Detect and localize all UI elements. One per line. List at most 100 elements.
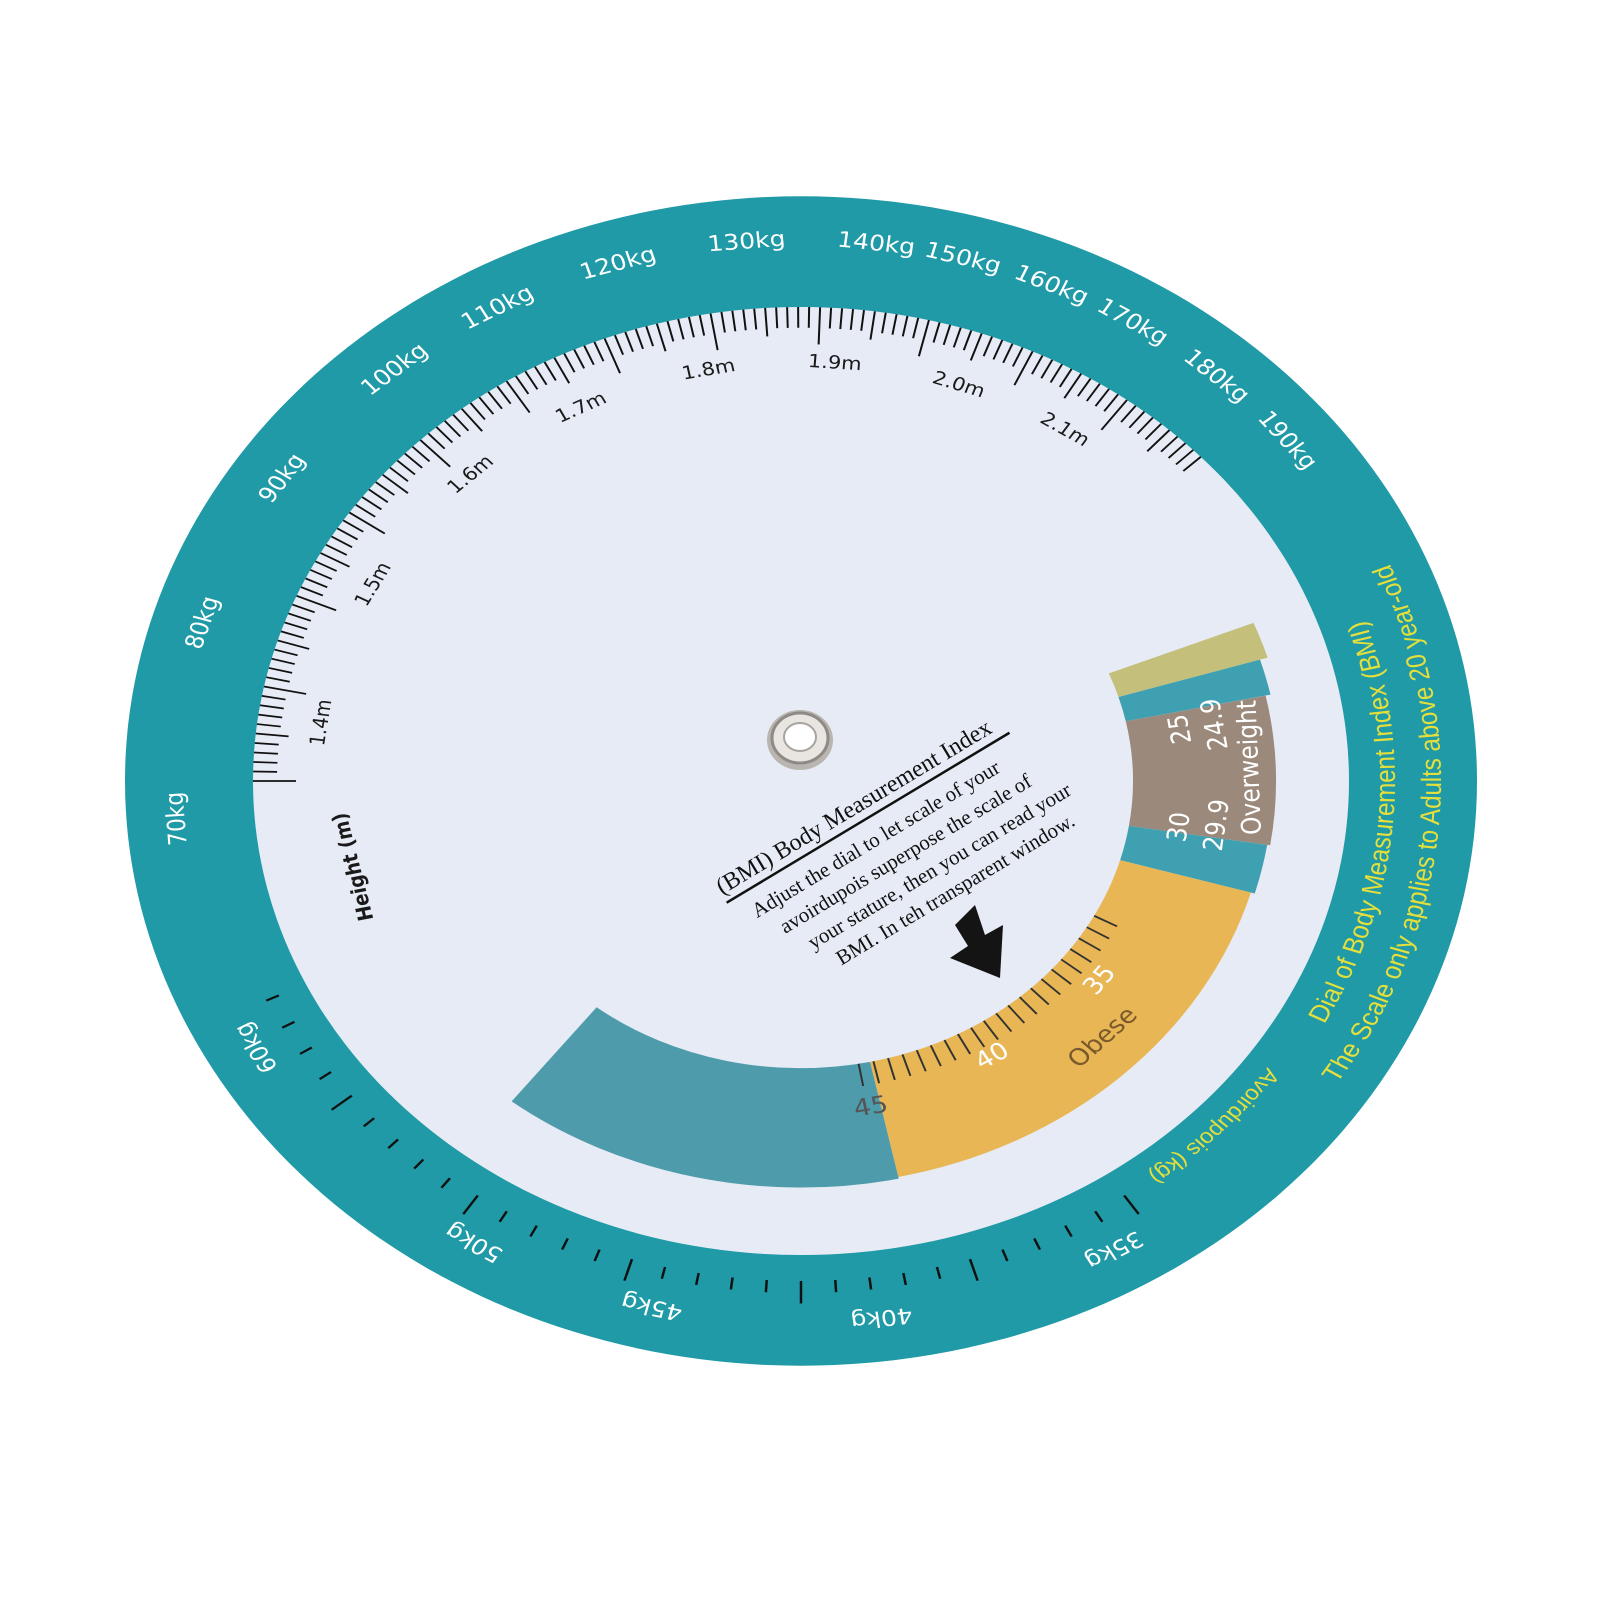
height-tick: [603, 338, 621, 374]
weight-tick: [1001, 1249, 1009, 1262]
arrow-down-right-icon: [950, 905, 1003, 978]
weight-tick: [281, 1020, 296, 1029]
height-tick: [274, 648, 298, 657]
height-tick: [375, 481, 395, 496]
height-tick: [742, 309, 747, 331]
height-tick: [524, 370, 539, 390]
height-tick: [331, 535, 353, 548]
eyelet-rivet: [767, 710, 833, 770]
weight-label: 70kg: [159, 791, 193, 846]
weight-tick: [764, 1280, 768, 1293]
height-label: 1.9m: [807, 350, 862, 374]
height-tick: [1077, 378, 1092, 397]
height-tick: [296, 594, 337, 612]
weight-label: 130kg: [706, 225, 786, 257]
overweight-segment: [1125, 695, 1276, 846]
height-tick: [469, 402, 486, 421]
height-tick: [1031, 355, 1044, 375]
weight-tick: [1094, 1210, 1104, 1223]
height-tick: [917, 319, 930, 357]
title-underline: [725, 731, 1011, 904]
weight-tick: [660, 1266, 667, 1279]
bmi-label-v299: 29.9: [1197, 798, 1235, 853]
weight-tick: [623, 1258, 634, 1281]
bmi-tick: [857, 1063, 865, 1087]
height-tick: [1094, 388, 1110, 407]
weight-tick: [593, 1249, 601, 1262]
weight-tick: [1064, 1225, 1073, 1237]
weight-tick: [498, 1210, 508, 1223]
bmi-tick: [887, 1057, 896, 1081]
bmi-tick: [915, 1049, 927, 1072]
height-tick: [320, 552, 350, 568]
height-tick: [1175, 449, 1194, 466]
height-tick: [382, 474, 409, 494]
bmi-tick: [1060, 958, 1083, 975]
height-tick: [443, 420, 462, 438]
height-tick: [263, 685, 307, 695]
height-tick: [389, 466, 409, 482]
height-tick: [912, 317, 920, 339]
obese-segment: [870, 860, 1251, 1177]
bmi-tick: [1093, 915, 1118, 928]
height-tick: [753, 308, 758, 330]
height-tick: [435, 426, 454, 444]
window-block: [511, 1007, 899, 1188]
bmi-tick: [1007, 1004, 1026, 1024]
height-tick: [786, 307, 789, 328]
height-tick: [266, 676, 290, 683]
height-tick: [720, 311, 726, 333]
height-tick: [1167, 442, 1187, 459]
bmi-tick: [872, 1061, 881, 1084]
weight-tick: [265, 994, 280, 1002]
bmi-tick: [970, 1027, 986, 1048]
height-tick: [860, 310, 865, 331]
height-tick: [258, 713, 283, 719]
height-tick: [314, 560, 338, 572]
height-tick: [419, 439, 451, 468]
bmi-tick: [982, 1020, 999, 1041]
height-tick: [271, 657, 295, 665]
height-tick: [505, 380, 531, 414]
height-tick: [655, 323, 667, 352]
height-tick: [952, 327, 962, 348]
height-tick: [962, 330, 973, 351]
weight-ticks: [265, 994, 1140, 1304]
bmi-tick: [943, 1039, 957, 1061]
height-tick: [460, 408, 483, 432]
teal-segment: [1120, 825, 1268, 894]
teal-segment: [1118, 659, 1271, 722]
weight-tick: [694, 1272, 700, 1286]
height-tick: [666, 321, 675, 342]
bmi-tick: [1069, 948, 1092, 963]
height-tick: [342, 519, 364, 533]
height-tick: [309, 569, 333, 580]
height-tick: [404, 452, 423, 469]
height-tick: [300, 586, 324, 597]
height-tick: [839, 308, 844, 330]
height-tick: [268, 667, 293, 674]
bmi-label-v45: 45: [851, 1090, 890, 1122]
weight-tick: [529, 1225, 538, 1237]
height-tick: [828, 307, 833, 329]
weight-tick: [868, 1277, 873, 1290]
height-tick: [325, 543, 348, 556]
height-tick: [709, 313, 719, 351]
height-tick: [1103, 393, 1119, 412]
height-tick: [291, 603, 316, 614]
height-tick: [869, 311, 876, 340]
height-tick: [583, 345, 595, 366]
weight-tick: [729, 1277, 734, 1290]
bmi-tick: [957, 1033, 972, 1055]
height-tick: [355, 504, 376, 518]
height-tick: [427, 432, 446, 450]
height-tick: [764, 307, 769, 337]
height-tick: [775, 307, 779, 329]
height-tick: [624, 331, 634, 352]
weight-tick: [440, 1177, 451, 1189]
height-tick: [731, 310, 737, 332]
height-tick: [487, 391, 503, 410]
height-tick: [881, 312, 887, 334]
bmi-tick: [1086, 926, 1110, 940]
bmi-label-v30: 30: [1161, 810, 1196, 843]
